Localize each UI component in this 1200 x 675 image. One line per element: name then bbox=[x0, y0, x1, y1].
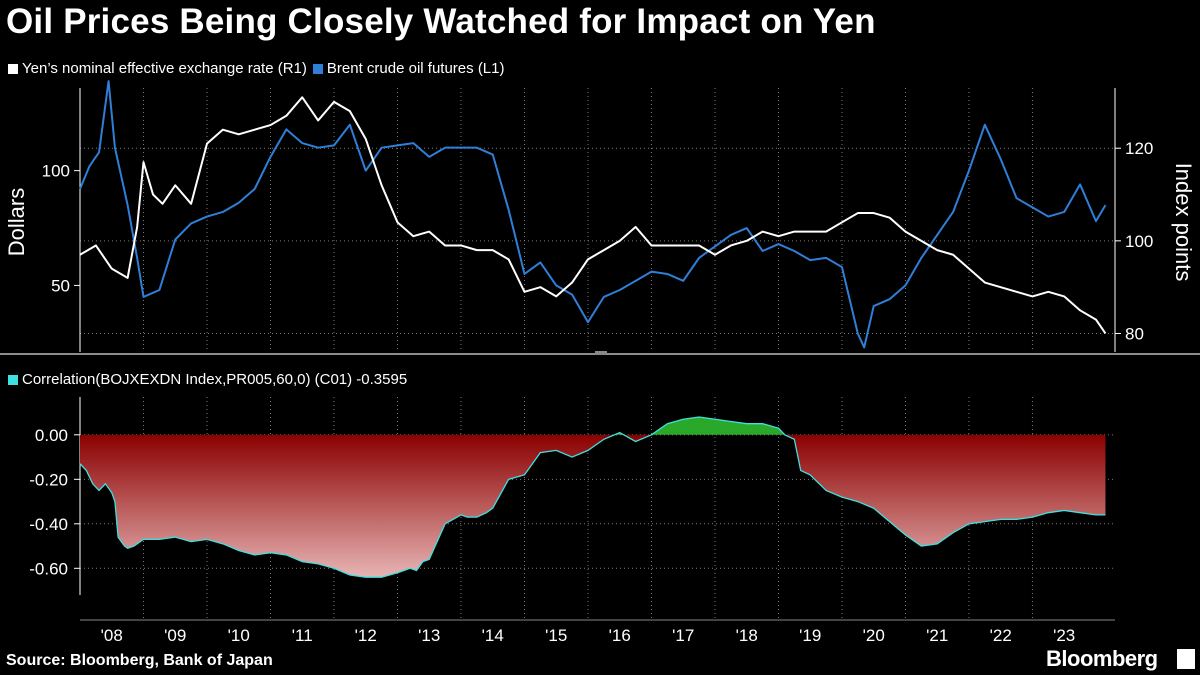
legend-swatch-oil bbox=[312, 63, 323, 74]
x-tick-label: '23 bbox=[1053, 626, 1075, 645]
source-note: Source: Bloomberg, Bank of Japan bbox=[6, 652, 273, 669]
x-tick-label: '09 bbox=[164, 626, 186, 645]
x-tick-label: '11 bbox=[292, 626, 313, 645]
right-axis-tick-label: 120 bbox=[1125, 139, 1153, 158]
x-tick-label: '18 bbox=[736, 626, 758, 645]
left-axis-tick-label: 100 bbox=[42, 162, 70, 181]
yen-rate-line bbox=[79, 96, 1107, 335]
x-tick-label: '13 bbox=[418, 626, 440, 645]
bloomberg-logo: Bloomberg bbox=[1046, 646, 1158, 671]
left-axis-tick-label: 50 bbox=[51, 276, 70, 295]
right-axis-title: Index points bbox=[1171, 163, 1196, 282]
x-tick-label: '14 bbox=[482, 626, 504, 645]
legend-label-correlation: Correlation(BOJXEXDN Index,PR005,60,0) (… bbox=[22, 371, 408, 388]
legend-swatch-correlation bbox=[8, 374, 18, 385]
x-tick-label: '17 bbox=[672, 626, 694, 645]
correlation-negative-area bbox=[80, 434, 1106, 578]
bottom-axis-tick-label: -0.60 bbox=[29, 559, 68, 578]
legend-swatch-yen bbox=[8, 63, 18, 74]
right-axis-tick-label: 80 bbox=[1125, 324, 1144, 343]
bottom-legend: Correlation(BOJXEXDN Index,PR005,60,0) (… bbox=[8, 371, 407, 388]
bottom-axis-tick-label: -0.20 bbox=[29, 470, 68, 489]
chart-title: Oil Prices Being Closely Watched for Imp… bbox=[6, 2, 876, 41]
x-tick-label: '19 bbox=[799, 626, 821, 645]
x-tick-label: '10 bbox=[228, 626, 250, 645]
x-tick-label: '08 bbox=[101, 626, 123, 645]
x-tick-label: '20 bbox=[863, 626, 885, 645]
correlation-line bbox=[79, 416, 1106, 578]
top-legend: Yen’s nominal effective exchange rate (R… bbox=[8, 60, 511, 77]
bottom-axis-tick-label: -0.40 bbox=[29, 515, 68, 534]
panel-resize-handle bbox=[595, 351, 607, 355]
oil-price-line bbox=[79, 80, 1107, 349]
x-tick-label: '15 bbox=[545, 626, 567, 645]
left-axis-title: Dollars bbox=[4, 188, 29, 256]
x-tick-label: '16 bbox=[609, 626, 631, 645]
right-axis-tick-label: 100 bbox=[1125, 232, 1153, 251]
legend-label-yen: Yen’s nominal effective exchange rate (R… bbox=[22, 60, 307, 77]
legend-item-yen: Yen’s nominal effective exchange rate (R… bbox=[8, 60, 307, 77]
x-tick-label: '12 bbox=[355, 626, 377, 645]
bottom-axis-tick-label: 0.00 bbox=[35, 426, 68, 445]
bloomberg-mark-icon bbox=[1177, 649, 1195, 669]
legend-label-oil: Brent crude oil futures (L1) bbox=[326, 60, 505, 77]
x-tick-label: '22 bbox=[990, 626, 1012, 645]
x-tick-label: '21 bbox=[926, 626, 948, 645]
legend-item-oil: Brent crude oil futures (L1) bbox=[312, 60, 505, 77]
